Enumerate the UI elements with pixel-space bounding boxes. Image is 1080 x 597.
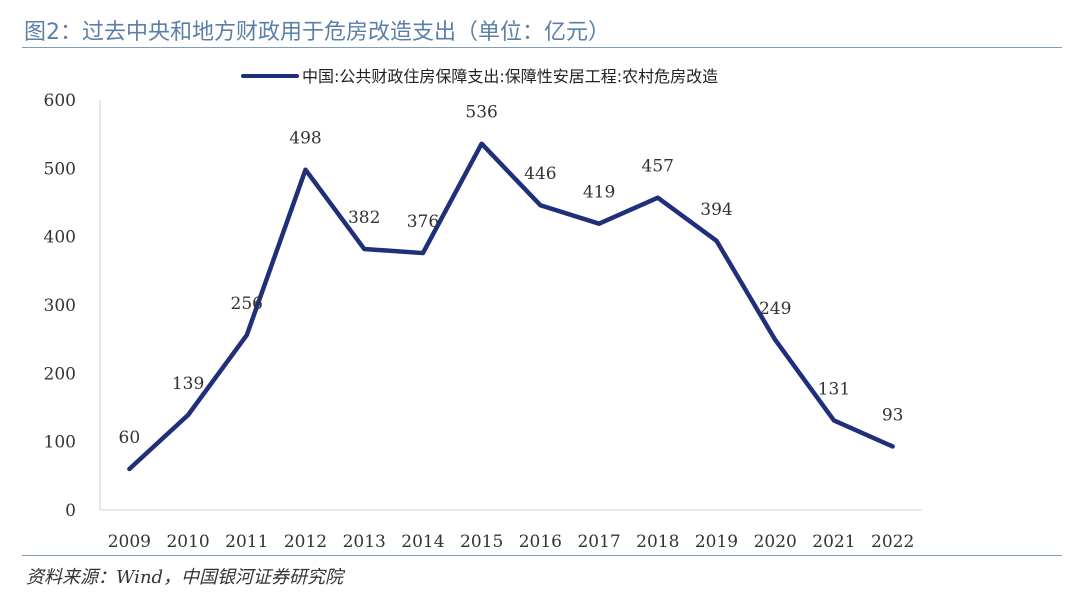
legend-label: 中国:公共财政住房保障支出:保障性安居工程:农村危房改造 <box>302 67 718 86</box>
data-point <box>362 247 366 251</box>
data-point <box>832 418 836 422</box>
data-label: 446 <box>524 164 556 184</box>
y-tick-label: 300 <box>44 296 76 316</box>
data-point <box>597 222 601 226</box>
data-label: 93 <box>882 405 904 425</box>
data-label: 256 <box>231 294 263 314</box>
data-point <box>127 467 131 471</box>
y-tick-label: 600 <box>44 91 76 111</box>
source-note: 资料来源：Wind，中国银河证券研究院 <box>26 567 344 588</box>
data-point <box>538 203 542 207</box>
data-point <box>304 168 307 172</box>
x-tick-label: 2018 <box>636 532 679 552</box>
y-tick-label: 200 <box>44 364 76 384</box>
data-point <box>715 239 718 243</box>
data-point <box>186 413 190 417</box>
title-divider <box>22 47 1062 48</box>
data-label: 249 <box>759 299 791 319</box>
x-tick-label: 2010 <box>166 532 209 552</box>
series-group <box>127 141 895 472</box>
data-point <box>773 338 777 342</box>
y-axis-ticks: 0 100 200 300 400 500 600 <box>44 91 76 521</box>
x-tick-label: 2011 <box>225 532 268 552</box>
x-tick-label: 2015 <box>460 532 503 552</box>
data-label: 376 <box>407 212 439 232</box>
x-tick-label: 2013 <box>343 532 386 552</box>
x-tick-label: 2014 <box>401 532 444 552</box>
data-label: 498 <box>289 129 321 149</box>
y-tick-label: 0 <box>65 501 76 521</box>
data-label: 419 <box>583 183 615 203</box>
x-tick-label: 2021 <box>812 532 855 552</box>
data-label: 139 <box>172 374 204 394</box>
data-point <box>891 444 895 448</box>
data-point <box>245 333 249 337</box>
x-axis-ticks: 2009 2010 2011 2012 2013 2014 2015 2016 2017 2018… <box>108 532 915 552</box>
x-tick-label: 2022 <box>871 532 914 552</box>
data-point <box>480 142 484 146</box>
data-point <box>421 251 425 255</box>
data-label: 536 <box>465 103 497 123</box>
data-point <box>656 196 660 200</box>
x-tick-label: 2020 <box>754 532 797 552</box>
x-tick-label: 2012 <box>284 532 327 552</box>
figure-title: 图2：过去中央和地方财政用于危房改造支出（单位：亿元） <box>24 20 610 45</box>
footer-divider <box>22 555 1062 556</box>
y-tick-label: 400 <box>44 228 76 248</box>
series-line <box>127 141 895 472</box>
data-label: 382 <box>348 208 380 228</box>
chart-legend: 中国:公共财政住房保障支出:保障性安居工程:农村危房改造 <box>241 67 718 86</box>
data-label: 457 <box>642 157 674 177</box>
x-tick-label: 2009 <box>108 532 151 552</box>
data-label: 131 <box>818 379 850 399</box>
data-label: 60 <box>119 428 141 448</box>
y-tick-label: 500 <box>44 159 76 179</box>
x-tick-label: 2019 <box>695 532 738 552</box>
x-tick-label: 2016 <box>519 532 562 552</box>
x-tick-label: 2017 <box>577 532 620 552</box>
data-labels: 60 139 256 498 382 376 536 446 419 457 394 249 131 93 <box>119 103 904 448</box>
data-label: 394 <box>700 200 732 220</box>
y-tick-label: 100 <box>44 433 76 453</box>
